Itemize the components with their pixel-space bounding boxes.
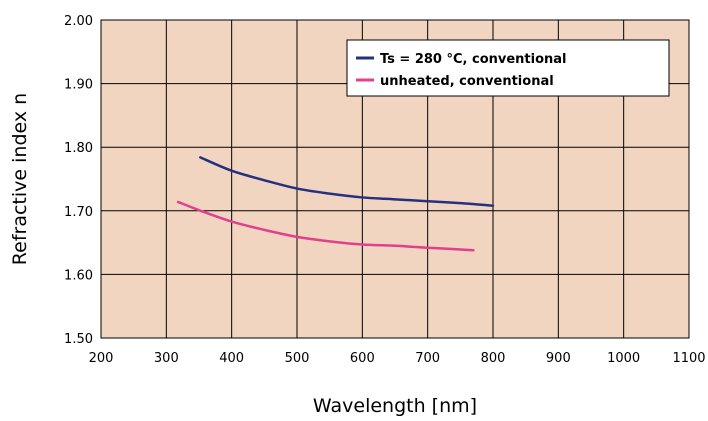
y-tick-label: 1.50 (64, 332, 93, 347)
x-tick-label: 500 (285, 351, 310, 366)
legend-label-unheated: unheated, conventional (380, 74, 554, 89)
y-tick-label: 1.90 (64, 78, 93, 93)
y-tick-label: 1.70 (64, 205, 93, 220)
x-tick-label: 1100 (672, 351, 705, 366)
y-tick-label: 2.00 (64, 14, 93, 29)
x-tick-label: 400 (219, 351, 244, 366)
y-tick-label: 1.80 (64, 141, 93, 156)
x-tick-label: 200 (89, 351, 114, 366)
x-tick-label: 700 (415, 351, 440, 366)
x-tick-label: 600 (350, 351, 375, 366)
x-tick-label: 1000 (607, 351, 640, 366)
y-tick-label: 1.60 (64, 268, 93, 283)
x-tick-label: 800 (481, 351, 506, 366)
y-axis-title: Refractive index n (9, 93, 31, 265)
x-tick-labels: 200 300 400 500 600 700 800 900 1000 1100 (89, 351, 706, 366)
legend: Ts = 280 °C, conventional unheated, conv… (347, 40, 669, 96)
legend-label-ts-280: Ts = 280 °C, conventional (380, 52, 567, 67)
y-tick-labels: 1.50 1.60 1.70 1.80 1.90 2.00 (64, 14, 93, 347)
x-axis-title: Wavelength [nm] (313, 395, 477, 417)
x-tick-label: 300 (154, 351, 179, 366)
x-tick-label: 900 (546, 351, 571, 366)
